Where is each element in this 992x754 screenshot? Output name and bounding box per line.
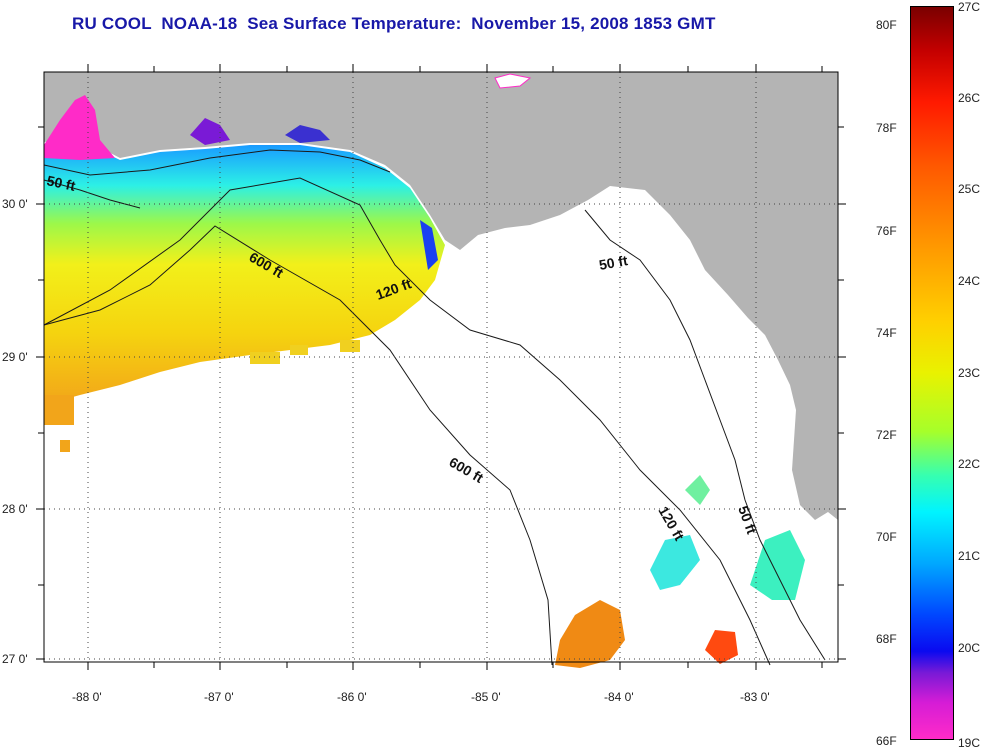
- lon-label-86: -86 0': [337, 690, 367, 704]
- colorbar-c-label: 26C: [958, 91, 981, 105]
- sst-swath-north: [44, 112, 445, 405]
- graticule: [44, 72, 838, 662]
- map-title: RU COOL NOAA-18 Sea Surface Temperature:…: [72, 14, 716, 33]
- colorbar-f-label: 72F: [876, 428, 897, 442]
- map-frame: [43, 71, 839, 663]
- lat-label-29: 29 0': [2, 350, 28, 364]
- colorbar-f-label: 68F: [876, 632, 897, 646]
- colorbar-c-label: 19C: [958, 736, 981, 750]
- colorbar-c-label: 25C: [958, 182, 981, 196]
- temperature-colorbar: [910, 6, 954, 740]
- colorbar-f-label: 66F: [876, 734, 897, 748]
- lon-label-83: -83 0': [740, 690, 770, 704]
- colorbar-c-label: 21C: [958, 549, 981, 563]
- lon-label-87: -87 0': [204, 690, 234, 704]
- colorbar-c-label: 27C: [958, 0, 981, 14]
- colorbar-c-label: 23C: [958, 366, 981, 380]
- colorbar-f-label: 70F: [876, 530, 897, 544]
- tick-marks: [36, 64, 846, 670]
- sst-fringe: [44, 340, 360, 452]
- isobath-contours: [43, 149, 826, 666]
- lat-label-28: 28 0': [2, 502, 28, 516]
- lon-label-88: -88 0': [72, 690, 102, 704]
- colorbar-f-label: 78F: [876, 121, 897, 135]
- lat-label-30: 30 0': [2, 197, 28, 211]
- colorbar-c-label: 20C: [958, 641, 981, 655]
- sst-bays: [44, 95, 438, 270]
- island: [494, 73, 532, 89]
- lat-label-27: 27 0': [2, 652, 28, 666]
- lon-label-85: -85 0': [471, 690, 501, 704]
- colorbar-c-label: 22C: [958, 457, 981, 471]
- colorbar-c-label: 24C: [958, 274, 981, 288]
- contour-label-50ft-west: 50 ft: [45, 172, 77, 194]
- colorbar-f-label: 76F: [876, 224, 897, 238]
- contour-label-50ft-east: 50 ft: [598, 252, 629, 273]
- lon-label-84: -84 0': [604, 690, 634, 704]
- colorbar-f-label: 74F: [876, 326, 897, 340]
- land-mass: [44, 72, 838, 520]
- colorbar-f-label: 80F: [876, 18, 897, 32]
